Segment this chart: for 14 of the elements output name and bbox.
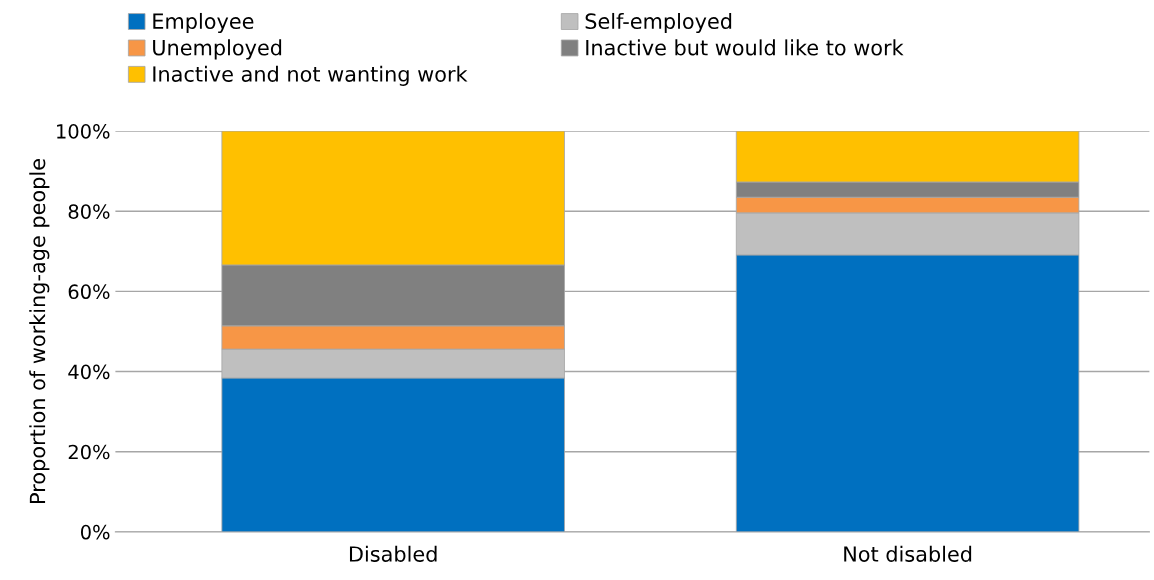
y-tick-label: 40% <box>68 364 110 380</box>
y-tick-label: 80% <box>68 204 110 219</box>
y-tick-label: 60% <box>68 284 110 300</box>
legend-label: Self-employed <box>585 12 732 34</box>
x-tick-label: Not disabled <box>844 545 972 562</box>
y-axis-title: Proportion of working-age people <box>29 159 50 503</box>
legend-label: Employee <box>153 12 254 34</box>
legend-label: Unemployed <box>153 39 282 60</box>
legend-label: Inactive but would like to work <box>586 39 904 56</box>
y-tick-label: 20% <box>68 444 110 460</box>
y-tick-label: 0% <box>80 524 110 540</box>
legend-label: Inactive and not wanting work <box>153 65 468 86</box>
y-tick-label: 100% <box>57 124 110 139</box>
x-tick-label: Disabled <box>349 545 437 562</box>
